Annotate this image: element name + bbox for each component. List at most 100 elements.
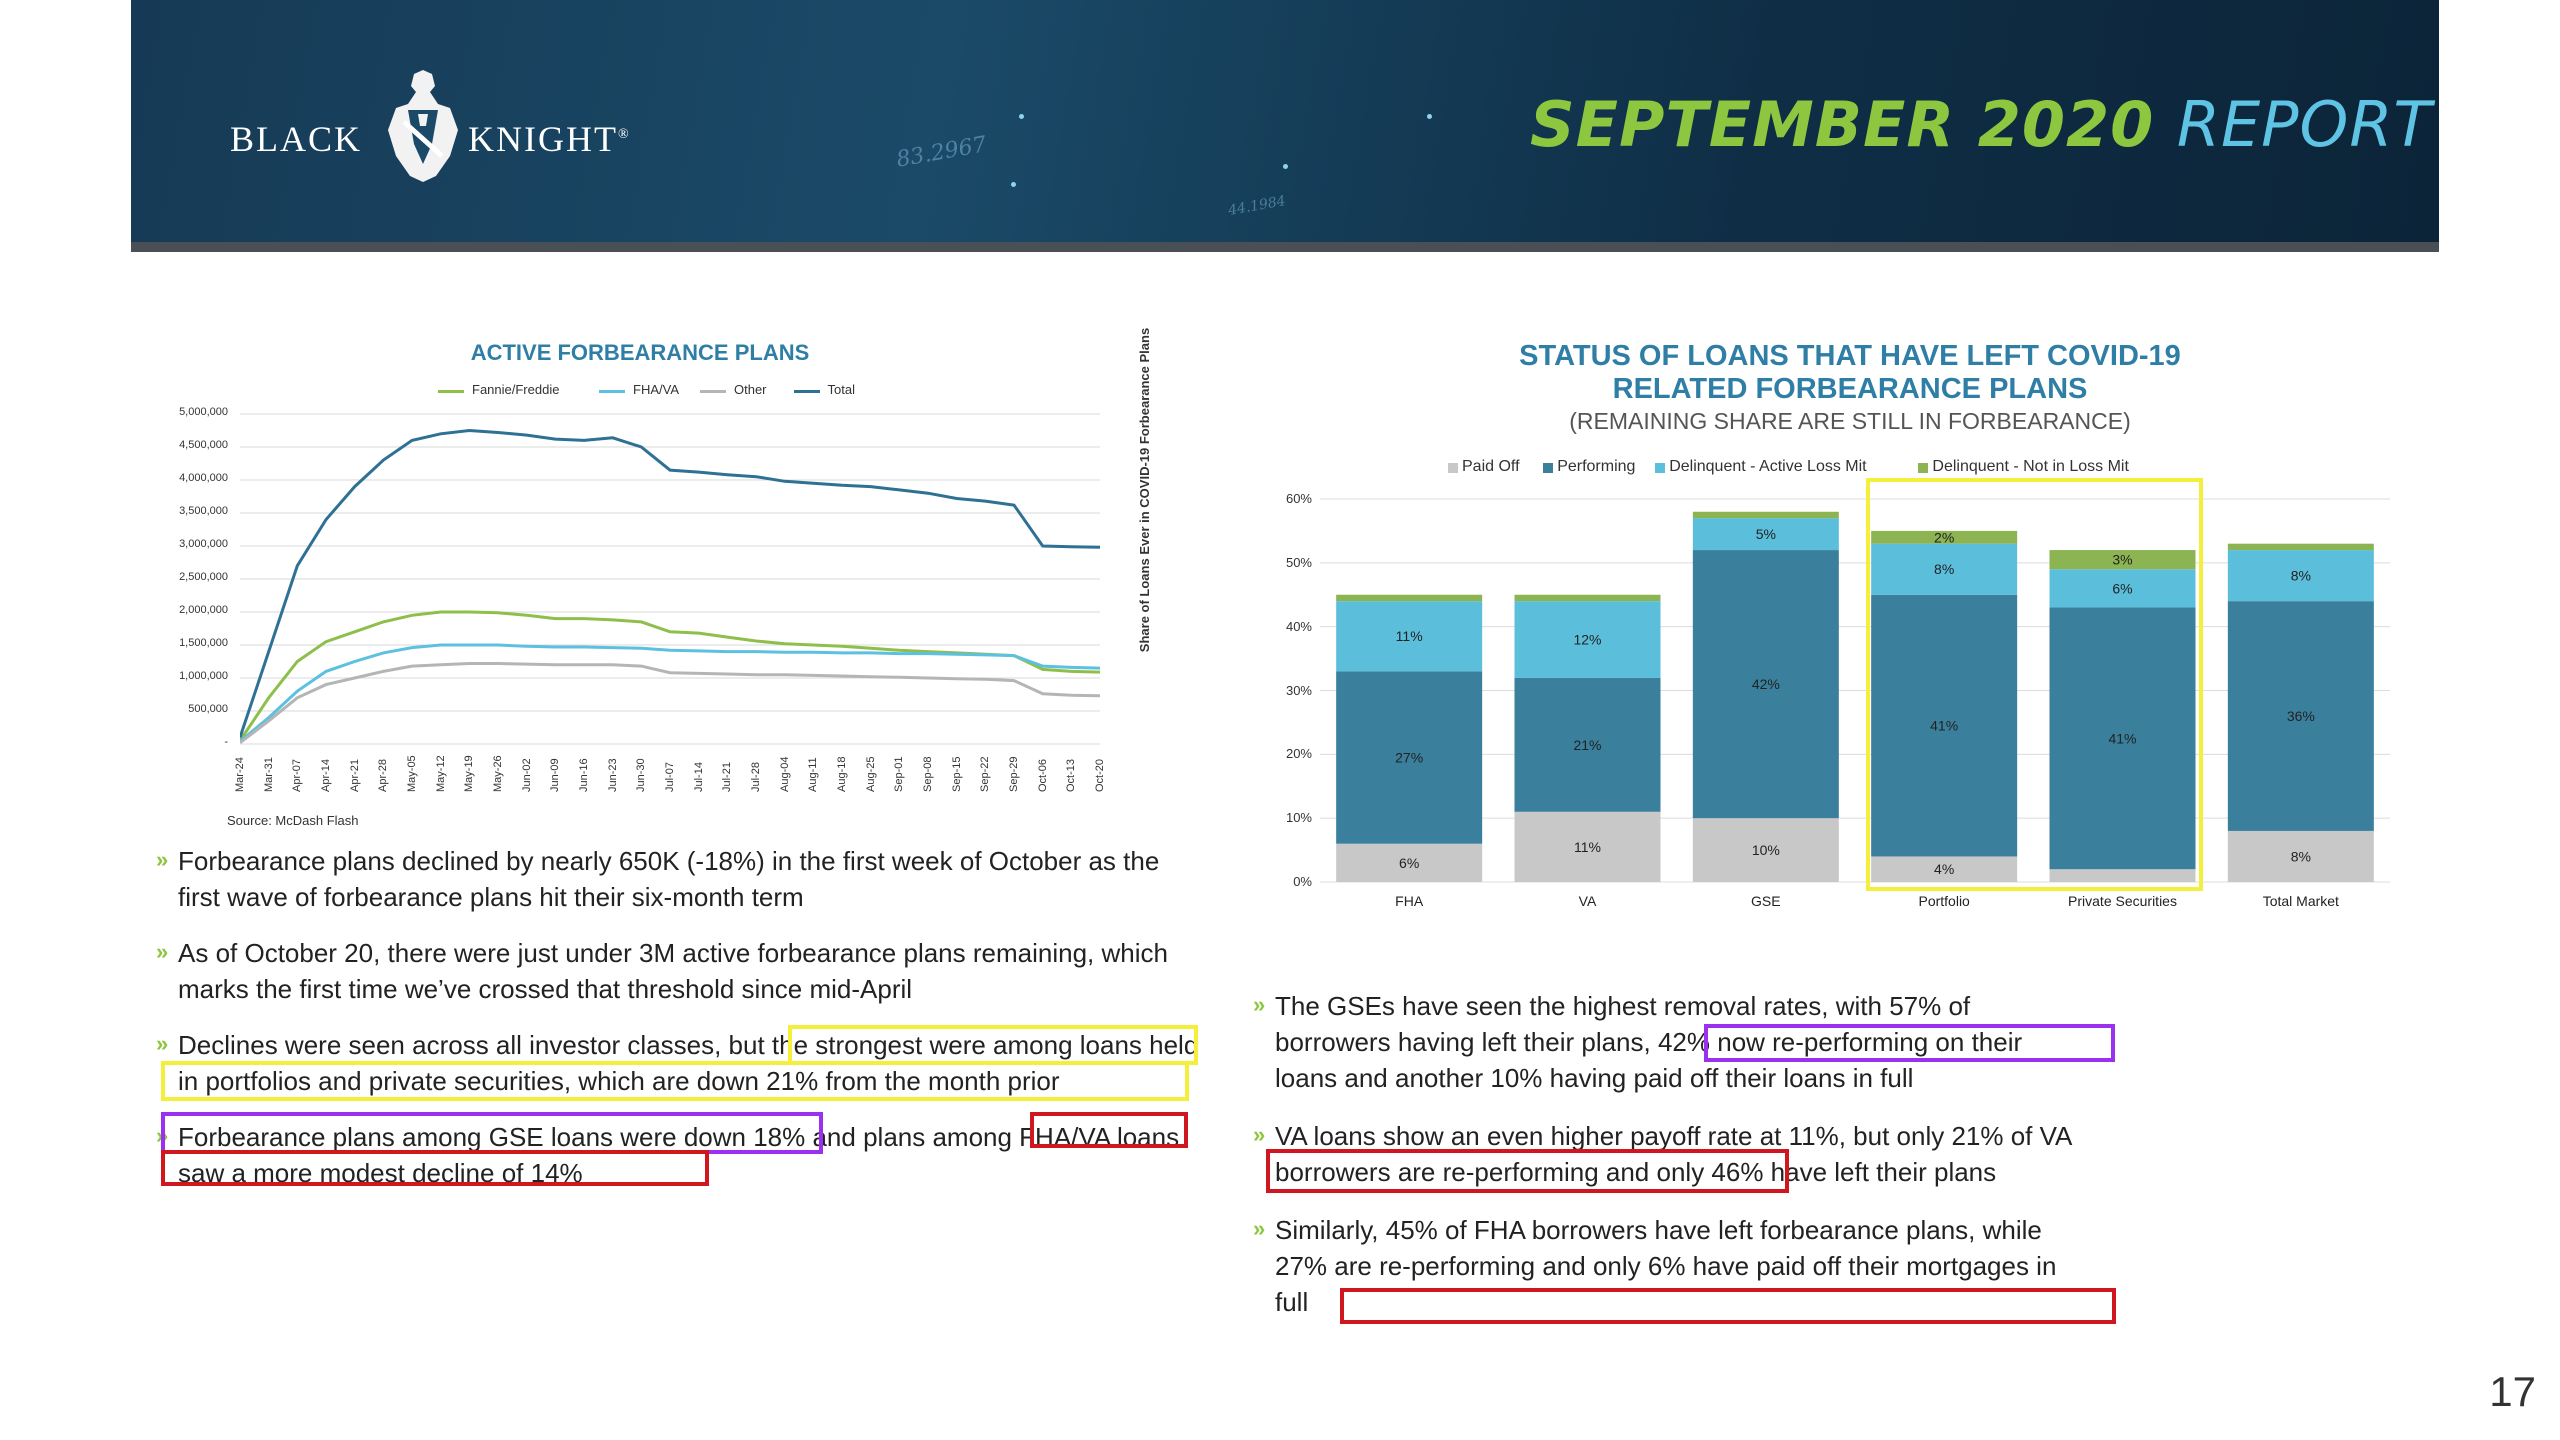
legend-swatch (438, 390, 464, 393)
highlight-box-red (1266, 1149, 1789, 1193)
bar-segment (2227, 550, 2374, 602)
bar-value-label: 42% (1752, 676, 1780, 692)
report-title-date: SEPTEMBER 2020 (1530, 88, 2155, 161)
bar-segment (1692, 511, 1839, 519)
deco-dot (1019, 114, 1024, 119)
deco-number-2: 44.1984 (1227, 193, 1287, 219)
logo-text-left: BLACK (230, 119, 363, 159)
category-label: Total Market (2263, 893, 2339, 909)
bar-segment (2227, 830, 2374, 882)
x-tick-label: Jul-14 (692, 762, 705, 792)
category-label: FHA (1395, 893, 1424, 909)
right-bullet-list: » The GSEs have seen the highest removal … (1253, 988, 2077, 1340)
bar-segment (1871, 530, 2018, 544)
bar-segment (1336, 601, 1483, 672)
highlight-box-yellow (1866, 478, 2203, 891)
bar-segment (2049, 607, 2196, 870)
right-bullet-3: » Similarly, 45% of FHA borrowers have le… (1253, 1212, 2077, 1320)
x-tick-label: Jul-07 (664, 762, 676, 792)
x-tick-label: May-12 (434, 755, 447, 792)
bar-value-label: 6% (1399, 855, 1419, 871)
bar-segment (1871, 856, 2018, 882)
bar-segment (1692, 550, 1839, 819)
chevron-right-icon: » (156, 847, 169, 872)
x-tick-label: May-05 (406, 755, 418, 792)
bullet-text: The GSEs have seen the highest removal r… (1275, 991, 2023, 1093)
right-stacked-bar-chart: 6% 27% 11% FHA 11% 21% 12% VA 10% 42% 5% GSE 4% 41% 8%… (1320, 498, 2390, 909)
left-bullet-3: » Declines were seen across all investor … (156, 1027, 1200, 1099)
bar-value-label: 12% (1573, 631, 1601, 647)
highlight-box-red (1340, 1288, 2116, 1324)
y-tick-label: 5,000,000 (179, 406, 228, 418)
y-tick-label: 3,000,000 (179, 538, 228, 550)
bar-value-label: 8% (2291, 848, 2311, 864)
bar-segment (1514, 601, 1661, 678)
left-chart-title: ACTIVE FORBEARANCE PLANS (470, 340, 810, 365)
x-tick-label: Sep-22 (979, 756, 992, 792)
y-tick-label: 40% (1285, 618, 1312, 634)
bar-value-label: 36% (2287, 708, 2315, 724)
chevron-right-icon: » (156, 939, 169, 964)
x-tick-label: Jun-02 (520, 758, 533, 792)
highlight-box-red (1030, 1112, 1188, 1148)
bar-segment (2227, 601, 2374, 831)
x-tick-label: May-19 (463, 755, 476, 792)
x-tick-label: Aug-18 (836, 756, 848, 792)
chevron-right-icon: » (1253, 1216, 1266, 1241)
bar-value-label: 27% (1395, 750, 1423, 766)
page-number: 17 (2489, 1368, 2536, 1415)
legend-swatch (599, 390, 625, 393)
legend-swatch (700, 390, 726, 393)
x-tick-label: Mar-31 (262, 757, 275, 792)
deco-dot (1011, 182, 1016, 187)
highlight-box-yellow (788, 1025, 1198, 1065)
legend-label: Paid Off (1462, 458, 1520, 475)
legend-label: Fannie/Freddie (472, 382, 560, 397)
series-line-fha-va (240, 643, 1101, 743)
x-tick-label: Jun-16 (578, 758, 590, 792)
bar-value-label: 6% (2112, 580, 2132, 596)
report-title: SEPTEMBER 2020 REPORT (1530, 88, 2432, 161)
legend-swatch (1655, 463, 1666, 473)
left-chart-source: Source: McDash Flash (227, 813, 359, 828)
legend-label: Other (734, 382, 767, 397)
bar-segment (1871, 594, 2018, 857)
right-bullet-2: » VA loans show an even higher payoff rat… (1253, 1118, 2077, 1190)
legend-label: FHA/VA (633, 382, 679, 397)
legend-swatch (793, 390, 820, 393)
legend-label: Delinquent - Active Loss Mit (1669, 458, 1867, 475)
chevron-right-icon: » (1253, 992, 1266, 1017)
y-tick-label: 60% (1285, 491, 1312, 506)
y-tick-label: 10% (1285, 810, 1312, 826)
x-tick-label: Sep-15 (950, 756, 963, 792)
bar-value-label: 11% (1574, 839, 1601, 855)
x-tick-label: Sep-01 (893, 756, 906, 792)
left-line-chart (240, 413, 1101, 745)
legend-label: Performing (1557, 458, 1636, 475)
bar-segment (2049, 550, 2196, 570)
bullet-text: Declines were seen across all investor c… (178, 1030, 1199, 1096)
highlight-box-purple (1704, 1024, 2115, 1062)
category-label: GSE (1751, 893, 1781, 909)
y-tick-label: 500,000 (188, 703, 228, 715)
y-tick-label: 1,500,000 (179, 637, 228, 649)
bullet-text: Forbearance plans declined by nearly 650… (178, 846, 1160, 912)
bar-segment (1514, 677, 1661, 812)
bar-value-label: 8% (2291, 568, 2311, 584)
bar-value-label: 21% (1573, 737, 1601, 753)
category-label: Portfolio (1918, 893, 1970, 909)
x-tick-label: Sep-29 (1008, 756, 1020, 792)
x-tick-label: Aug-25 (864, 756, 877, 792)
bar-value-label: 11% (1396, 628, 1423, 644)
header-banner: 83.2967 44.1984 (131, 0, 2439, 252)
x-tick-label: Oct-13 (1065, 758, 1078, 792)
right-chart-title-line1: STATUS OF LOANS THAT HAVE LEFT COVID-19 (1519, 340, 2181, 372)
bar-value-label: 5% (1756, 526, 1776, 542)
y-tick-label: - (224, 736, 228, 748)
logo-text-right-label: KNIGHT (468, 119, 618, 159)
left-bullet-list: » Forbearance plans declined by nearly 65… (156, 843, 1200, 1211)
right-chart-ylabel: Share of Loans Ever in COVID-19 Forbeara… (1137, 327, 1152, 653)
y-tick-label: 3,500,000 (179, 505, 228, 517)
bar-segment (1336, 671, 1483, 844)
banner-stripe (131, 242, 2439, 252)
